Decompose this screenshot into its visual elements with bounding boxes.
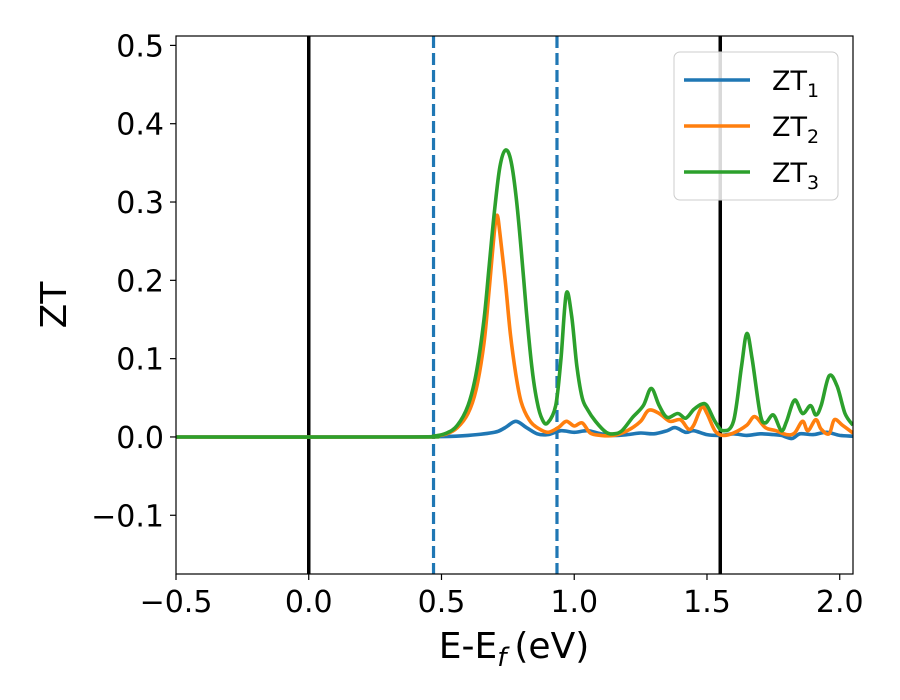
x-axis-ticks: −0.5 0.0 0.5 1.0 1.5 2.0 [140, 574, 864, 620]
series-lines [176, 148, 853, 441]
x-tick-label: 1.0 [550, 585, 598, 620]
y-axis-ticks: −0.1 0.0 0.1 0.2 0.3 0.4 0.5 [91, 29, 176, 534]
y-axis-label: ZT [34, 281, 75, 329]
y-tick-label: −0.1 [91, 499, 164, 534]
reference-lines [306, 36, 723, 574]
x-tick-label: 1.5 [683, 585, 731, 620]
y-tick-label: 0.3 [116, 186, 164, 221]
y-tick-label: 0.4 [116, 108, 164, 143]
legend-label-zt1: ZT1 [772, 66, 819, 102]
x-tick-label: −0.5 [140, 585, 213, 620]
x-tick-label: 0.5 [418, 585, 466, 620]
y-tick-label: 0.1 [116, 343, 164, 378]
y-tick-label: 0.0 [116, 421, 164, 456]
x-axis-label: E-Ef (eV) [439, 626, 590, 673]
x-tick-label: 0.0 [285, 585, 333, 620]
y-tick-label: 0.2 [116, 264, 164, 299]
legend-box [673, 51, 839, 201]
series-line-zt2 [176, 213, 853, 439]
series-line-zt3 [176, 148, 853, 439]
y-tick-label: 0.5 [116, 29, 164, 64]
plot-frame [175, 35, 854, 575]
legend-label-zt2: ZT2 [772, 112, 819, 148]
x-tick-label: 2.0 [816, 585, 864, 620]
series-line-zt1 [176, 419, 853, 441]
legend-label-zt3: ZT3 [772, 158, 819, 194]
legend: ZT1 ZT2 ZT3 [673, 51, 839, 201]
